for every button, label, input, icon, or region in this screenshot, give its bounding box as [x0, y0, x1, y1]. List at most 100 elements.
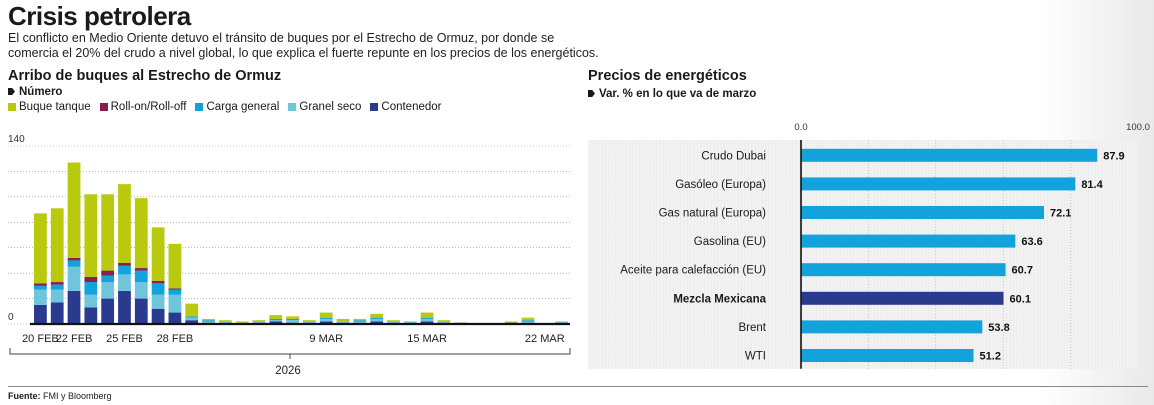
x-tick-label: 22 FEB [56, 333, 93, 345]
bar-segment-carga-general [34, 285, 47, 290]
bar-segment-buque-tanque [252, 320, 266, 322]
category-label: Gas natural (Europa) [659, 208, 767, 220]
bar-segment-buque-tanque [202, 318, 215, 321]
year-label: 2026 [275, 365, 301, 377]
bar-segment-granel-seco [118, 274, 131, 291]
bar-segment-granel-seco [252, 321, 266, 323]
category-label: Gasóleo (Europa) [675, 179, 766, 191]
bar-segment-carga-general [67, 260, 81, 267]
x-tick-label: 0.0 [794, 122, 807, 133]
prices-chart-title: Precios de energéticos [588, 68, 747, 84]
bar-segment-granel-seco [202, 321, 215, 323]
bar-segment-buque-tanque [101, 194, 115, 271]
category-label: WTI [745, 351, 766, 363]
bar-segment-buque-tanque [353, 318, 367, 321]
bar-segment-carga-general [202, 320, 215, 322]
bar-segment-buque-tanque [118, 184, 131, 263]
bar-wti [801, 349, 974, 362]
value-label: 87.9 [1103, 150, 1124, 162]
legend-item-granel-seco: Granel seco [288, 101, 361, 113]
legend-swatch [99, 103, 108, 111]
value-label: 60.1 [1010, 293, 1031, 305]
plot-background [588, 140, 1138, 369]
source-note: Fuente: FMI y Bloomberg [8, 391, 112, 401]
year-bracket [9, 348, 571, 355]
x-tick-label: 9 MAR [309, 333, 343, 345]
legend-swatch [8, 103, 16, 111]
bar-segment-buque-tanque [269, 315, 283, 319]
bar-gasolina-eu [801, 234, 1016, 248]
bar-segment-buque-tanque [168, 243, 182, 289]
bar-segment-carga-general [286, 318, 299, 321]
bar-segment-contenedor [34, 304, 47, 324]
bar-segment-granel-seco [370, 318, 384, 322]
bar-segment-roll-on-roll-off [34, 283, 47, 286]
category-label: Crudo Dubai [701, 150, 766, 162]
bar-segment-contenedor [67, 290, 81, 324]
bar-segment-carga-general [269, 318, 283, 321]
bar-segment-buque-tanque [34, 213, 47, 284]
legend-label: Contenedor [381, 101, 442, 113]
category-label: Gasolina (EU) [694, 236, 766, 248]
bar-segment-buque-tanque [370, 313, 384, 318]
bar-segment-buque-tanque [504, 321, 518, 323]
bar-segment-granel-seco [336, 321, 350, 323]
bar-segment-granel-seco [84, 294, 98, 308]
legend-label: Roll-on/Roll-off [110, 101, 187, 113]
legend-swatch [288, 103, 297, 111]
bar-segment-buque-tanque [151, 227, 165, 281]
bar-segment-roll-on-roll-off [50, 282, 64, 285]
bar-segment-granel-seco [101, 282, 115, 299]
bar-segment-contenedor [168, 312, 182, 324]
bar-segment-buque-tanque [134, 198, 148, 269]
y-tick-label: 140 [8, 134, 25, 145]
category-label: Brent [739, 322, 767, 334]
bar-segment-roll-on-roll-off [134, 268, 148, 271]
bar-segment-roll-on-roll-off [101, 270, 115, 276]
value-label: 53.8 [988, 322, 1009, 334]
bar-segment-granel-seco [67, 266, 81, 291]
value-label: 81.4 [1081, 179, 1103, 191]
prices-unit-label: Var. % en lo que va de marzo [588, 88, 756, 100]
bar-segment-buque-tanque [235, 321, 249, 323]
prices-bar-chart: 0.0 100.0 Crudo Dubai 87.9 Gasóleo (Europa) 8… [588, 122, 1150, 369]
bar-segment-buque-tanque [387, 320, 400, 322]
value-label: 51.2 [980, 351, 1001, 363]
bar-segment-buque-tanque [303, 320, 316, 322]
bar-segment-buque-tanque [319, 312, 333, 318]
x-tick-label: 15 MAR [407, 333, 447, 345]
bar-segment-carga-general [168, 289, 182, 295]
bar-segment-roll-on-roll-off [67, 257, 81, 261]
bar-segment-contenedor [420, 321, 434, 324]
bar-segment-buque-tanque [185, 303, 199, 317]
bar-segment-buque-tanque [50, 208, 64, 283]
bar-segment-carga-general [521, 320, 535, 322]
bar-segment-granel-seco [555, 321, 568, 323]
bar-segment-buque-tanque [336, 318, 350, 322]
bar-segment-granel-seco [151, 294, 165, 309]
bar-segment-granel-seco [168, 294, 182, 313]
bar-segment-roll-on-roll-off [151, 280, 165, 284]
category-label: Mezcla Mexicana [673, 293, 766, 305]
legend-item-buque-tanque: Buque tanque [8, 101, 91, 113]
pointer-icon [588, 90, 595, 97]
bar-crudo-dubai [801, 148, 1098, 162]
bar-segment-buque-tanque [84, 194, 98, 277]
bar-segment-carga-general [151, 283, 165, 295]
legend-label: Carga general [206, 101, 280, 113]
bar-segment-carga-general [118, 265, 131, 275]
bar-segment-granel-seco [269, 320, 283, 322]
legend-item-carga-general: Carga general [195, 101, 279, 113]
bar-segment-contenedor [185, 320, 199, 324]
ships-legend: Buque tanque Roll-on/Roll-off Carga genera… [8, 101, 442, 113]
bar-segment-buque-tanque [286, 316, 299, 319]
bar-segment-granel-seco [437, 321, 451, 323]
bar-segment-granel-seco [353, 321, 367, 323]
footer-divider [8, 386, 1148, 387]
x-tick-label: 28 FEB [157, 333, 194, 345]
bar-segment-buque-tanque [521, 317, 535, 321]
bar-segment-contenedor [118, 290, 131, 324]
pointer-icon [8, 88, 15, 95]
bar-segment-buque-tanque [67, 162, 81, 258]
legend-swatch [370, 103, 379, 111]
